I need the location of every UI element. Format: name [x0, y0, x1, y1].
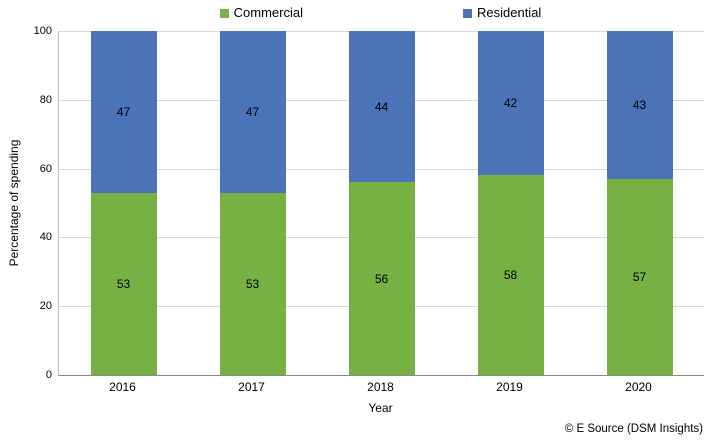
- bar-value-label: 57: [632, 269, 647, 284]
- bar-value-label: 56: [374, 271, 389, 286]
- bar-value-label: 53: [116, 276, 131, 291]
- y-tick-label-100: 100: [33, 25, 52, 37]
- bar-residential-2019: 42: [477, 31, 544, 176]
- bar-commercial-2019: 58: [477, 175, 544, 375]
- legend-label-residential: Residential: [477, 5, 542, 20]
- y-axis-ticks: 0 20 40 60 80 100: [0, 25, 52, 381]
- x-tick-label-2017: 2017: [238, 380, 265, 394]
- copyright-credit: © E Source (DSM Insights): [564, 423, 703, 435]
- y-tick-label-60: 60: [39, 162, 52, 175]
- legend-swatch-residential: [463, 8, 472, 18]
- x-axis-ticks: 2016 2017 2018 2019 2020: [58, 380, 703, 395]
- bar-commercial-2018: 56: [348, 182, 415, 375]
- x-tick-label-2019: 2019: [496, 380, 523, 394]
- y-tick-label-80: 80: [39, 93, 52, 106]
- bar-value-label: 42: [503, 96, 518, 111]
- legend-swatch-commercial: [219, 8, 229, 18]
- bar-residential-2016: 47: [90, 31, 157, 193]
- bar-residential-2020: 43: [606, 31, 673, 179]
- plot-area: 53 47 53 47 56 44 58 42 57 43: [58, 31, 704, 376]
- bar-commercial-2017: 53: [219, 192, 286, 375]
- bar-commercial-2020: 57: [606, 178, 673, 375]
- x-tick-label-2016: 2016: [109, 380, 136, 394]
- y-tick-label-0: 0: [45, 369, 52, 381]
- bar-residential-2018: 44: [348, 31, 415, 183]
- bar-value-label: 47: [245, 104, 260, 119]
- legend-item-residential: Residential: [463, 4, 541, 22]
- bar-value-label: 44: [374, 99, 389, 114]
- legend-label-commercial: Commercial: [233, 5, 303, 20]
- bar-value-label: 47: [116, 104, 131, 119]
- y-tick-label-40: 40: [39, 231, 52, 244]
- bar-value-label: 53: [245, 276, 260, 291]
- bar-commercial-2016: 53: [90, 192, 157, 375]
- x-tick-label-2020: 2020: [625, 380, 652, 394]
- legend-item-commercial: Commercial: [219, 4, 303, 22]
- x-axis-title: Year: [368, 401, 393, 415]
- bar-residential-2017: 47: [219, 31, 286, 193]
- y-tick-label-20: 20: [39, 300, 52, 313]
- bar-value-label: 43: [632, 97, 647, 112]
- bar-value-label: 58: [503, 268, 518, 283]
- legend: Commercial Residential: [58, 4, 703, 22]
- x-tick-label-2018: 2018: [367, 380, 394, 394]
